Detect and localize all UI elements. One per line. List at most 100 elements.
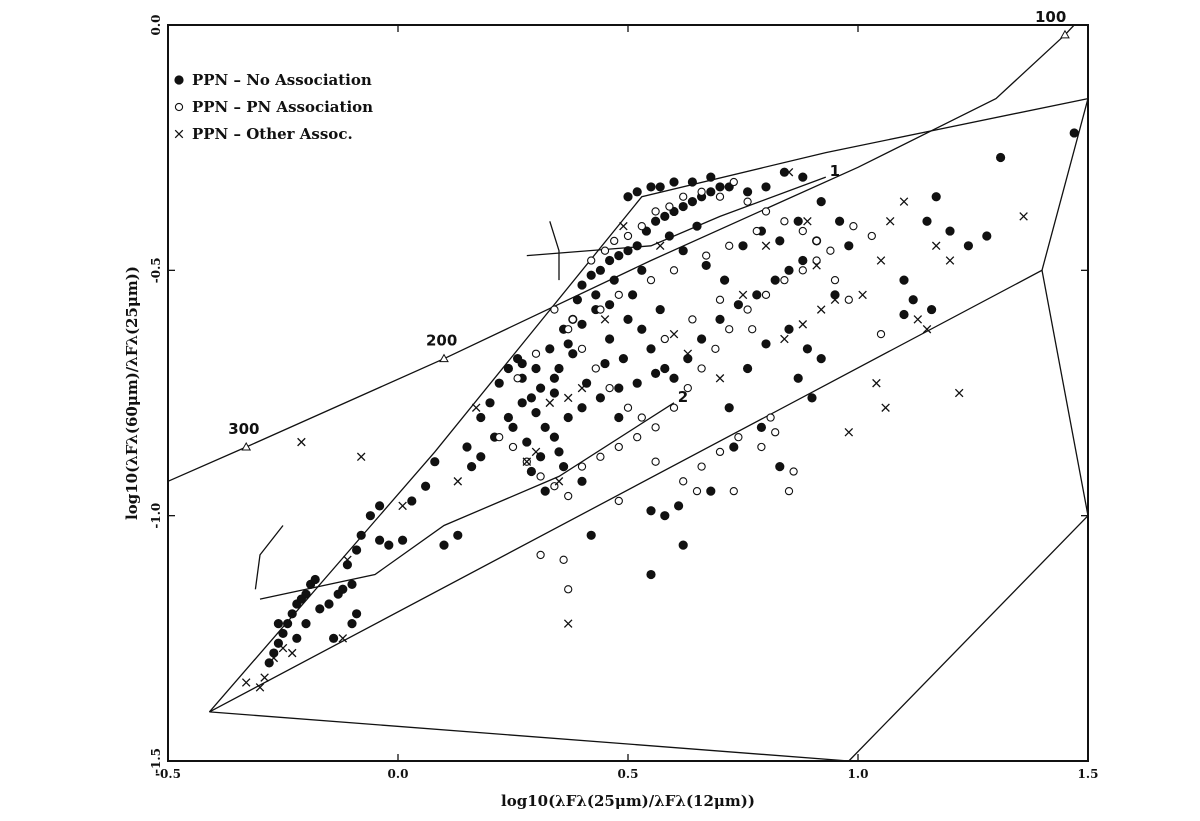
point-filled-circle — [784, 265, 794, 275]
point-filled-circle — [577, 476, 587, 486]
point-filled-circle — [770, 275, 780, 285]
point-cross — [255, 683, 265, 692]
annotation-labels: 300 200 100 1 2 — [228, 8, 1066, 438]
point-filled-circle — [549, 432, 560, 442]
curve-label-2: 2 — [678, 388, 688, 406]
point-filled-circle — [696, 334, 707, 344]
point-open-circle — [734, 433, 743, 442]
point-open-circle — [798, 226, 807, 236]
point-filled-circle — [577, 280, 587, 290]
point-filled-circle — [729, 442, 739, 452]
point-filled-circle — [623, 246, 633, 256]
point-filled-circle — [347, 619, 357, 629]
y-tick-label: -1.5 — [149, 748, 163, 774]
point-open-circle — [702, 251, 711, 260]
x-tick-label: 0.5 — [618, 767, 639, 781]
point-cross — [522, 457, 532, 466]
point-filled-circle — [701, 260, 711, 271]
temperature-label-300: 300 — [228, 420, 259, 438]
point-open-circle — [596, 452, 605, 461]
point-filled-circle — [586, 270, 596, 280]
point-filled-circle — [807, 393, 817, 403]
point-filled-circle — [595, 393, 606, 403]
point-filled-circle — [627, 290, 638, 300]
model-curves — [167, 24, 1089, 762]
point-cross — [471, 403, 481, 412]
point-filled-circle — [540, 486, 550, 496]
point-filled-circle — [614, 412, 624, 423]
point-open-circle — [729, 486, 738, 496]
point-filled-circle — [683, 354, 693, 364]
point-filled-circle — [531, 408, 541, 418]
point-open-circle — [683, 383, 692, 393]
point-filled-circle — [660, 363, 670, 374]
point-cross — [954, 388, 964, 398]
point-filled-circle — [646, 182, 656, 192]
point-cross — [798, 320, 808, 329]
point-filled-circle — [503, 412, 513, 423]
point-filled-circle — [554, 447, 564, 457]
point-filled-circle — [397, 535, 408, 545]
point-open-circle — [789, 467, 798, 476]
point-cross — [278, 643, 288, 653]
point-open-circle — [633, 433, 642, 442]
point-filled-circle — [802, 344, 813, 354]
point-open-circle — [577, 462, 587, 471]
point-open-circle — [679, 192, 688, 201]
point-open-circle — [729, 177, 738, 187]
point-open-circle — [610, 236, 619, 246]
point-open-circle — [748, 325, 757, 334]
point-filled-circle — [995, 152, 1006, 163]
point-filled-circle — [614, 251, 624, 261]
point-cross — [554, 477, 564, 486]
point-open-circle — [568, 315, 577, 324]
point-open-circle — [651, 457, 660, 466]
point-filled-circle — [549, 373, 560, 383]
point-filled-circle — [292, 633, 302, 643]
point-open-circle — [743, 197, 752, 206]
point-filled-circle — [545, 344, 555, 354]
point-filled-circle — [342, 560, 352, 570]
point-filled-circle — [508, 422, 518, 432]
point-filled-circle — [365, 511, 375, 521]
point-filled-circle — [407, 496, 417, 506]
point-filled-circle — [351, 545, 362, 555]
point-filled-circle — [926, 304, 937, 315]
point-open-circle — [577, 344, 587, 353]
point-filled-circle — [591, 290, 601, 300]
point-filled-circle — [600, 358, 610, 369]
point-filled-circle — [503, 363, 513, 374]
point-filled-circle — [462, 442, 472, 452]
point-filled-circle — [931, 192, 941, 202]
x-tick-label: 1.5 — [1078, 767, 1099, 781]
point-cross — [761, 241, 771, 251]
point-open-circle — [771, 428, 780, 437]
point-open-circle — [614, 496, 623, 506]
point-filled-circle — [623, 314, 633, 324]
point-filled-circle — [282, 619, 293, 629]
point-filled-circle — [338, 584, 348, 594]
point-filled-circle — [466, 461, 477, 472]
point-open-circle — [623, 403, 633, 412]
point-filled-circle — [719, 275, 730, 285]
point-cross — [931, 241, 941, 251]
point-cross — [655, 241, 665, 251]
point-filled-circle — [453, 530, 463, 540]
point-filled-circle — [655, 304, 665, 315]
point-filled-circle — [646, 569, 656, 580]
point-filled-circle — [476, 412, 486, 423]
point-filled-circle — [577, 403, 587, 413]
data-points — [241, 128, 1079, 692]
point-open-circle — [637, 222, 646, 231]
point-filled-circle — [673, 501, 684, 511]
point-filled-circle — [1069, 128, 1079, 138]
point-filled-circle — [715, 314, 725, 324]
point-cross — [816, 305, 826, 314]
point-filled-circle — [577, 319, 587, 329]
point-filled-circle — [660, 511, 670, 521]
point-open-circle — [780, 275, 789, 285]
point-open-circle — [679, 477, 688, 486]
point-open-circle — [536, 550, 545, 560]
point-cross — [738, 290, 748, 300]
